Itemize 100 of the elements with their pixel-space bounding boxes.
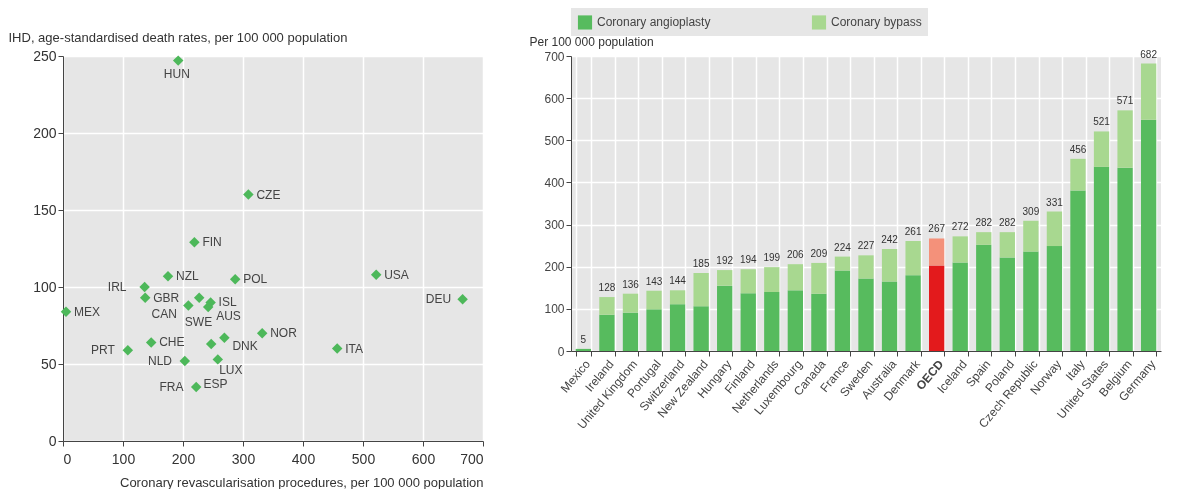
total-label: 267 [928,223,946,235]
point [243,189,254,200]
annotation: CHE [159,335,185,350]
bar [1046,246,1063,351]
bar [1140,63,1157,120]
bar [740,269,756,294]
point [60,306,72,317]
bar [881,249,898,282]
y-tick-label: 0 [48,432,57,449]
bar [858,255,874,279]
bar [787,290,803,351]
bar [599,314,615,351]
annotation: FIN [202,235,222,250]
bar [622,312,639,351]
bar [1070,190,1086,351]
y-tick-label: 300 [544,218,565,233]
point [189,237,200,248]
annotation: USA [384,267,409,282]
annotation: IRL [107,280,127,294]
bar [740,293,756,351]
annotation: NOR [270,326,298,341]
point [219,332,230,344]
bar [929,265,945,351]
bar [669,290,686,305]
total-label: 185 [692,258,710,270]
bar [669,304,686,351]
bar [952,236,968,263]
total-label: 682 [1140,48,1158,60]
annotation: ITA [345,341,363,356]
point [139,281,150,293]
bar [717,270,733,286]
total-label: 199 [763,252,781,264]
point [193,292,205,304]
x-tick-label: 0 [63,450,72,467]
total-label: 272 [951,221,969,233]
x-tick-label: 100 [111,450,136,467]
x-axis-title: Coronary revascularisation procedures, per 100 000 population [120,474,484,489]
point [229,274,241,285]
annotation: CZE [256,187,281,202]
point [139,292,151,304]
total-label: 282 [975,217,993,229]
bar [787,264,803,291]
x-tick-label: 600 [411,450,436,467]
bar [575,348,592,351]
total-label: 144 [669,275,687,287]
x-tick-label: 700 [460,450,484,467]
bar [646,290,662,310]
annotation: DEU [425,292,452,307]
total-label: 261 [904,226,922,238]
total-label: 571 [1116,95,1134,107]
bar [693,273,709,307]
total-label: 331 [1046,196,1064,208]
y-tick-label: 600 [544,91,565,106]
y-tick-label: 0 [557,344,565,359]
y-tick-label: 100 [544,302,565,317]
bar [1140,119,1157,351]
point [370,269,382,280]
bar [717,285,733,351]
y-tick-label: 500 [544,133,565,148]
x-tick-label: 400 [291,450,316,467]
total-label: 128 [598,282,616,294]
bar [1093,131,1110,167]
total-label: 209 [810,247,828,259]
point [331,343,343,354]
bar [1046,211,1063,247]
bar [622,293,639,313]
annotation: LUX [219,363,243,378]
annotation: GBR [153,290,180,305]
annotation: AUS [216,308,241,323]
annotation: ESP [203,376,228,391]
bar [811,293,827,351]
total-label: 143 [645,275,663,287]
annotation: SWE [184,315,213,330]
total-label: 282 [998,217,1017,229]
bar [1023,251,1039,351]
bar [834,256,851,271]
bar [999,232,1015,258]
annotation: POL [243,272,268,287]
bar [1093,166,1110,351]
bar [905,275,921,351]
total-label: 194 [739,254,758,266]
annotation: ISL [218,295,237,310]
bar [976,244,992,351]
annotation: DNK [232,339,258,354]
total-label: 206 [787,249,805,261]
total-label: 136 [622,278,640,290]
y-tick-label: 200 [33,124,57,141]
point [212,354,224,365]
y-tick-label: 700 [544,49,565,64]
y-tick-label: 100 [33,278,57,295]
bar [646,309,662,351]
total-label: 242 [881,234,899,246]
y-axis-title: Per 100 000 population [529,34,654,49]
y-tick-label: 150 [33,201,57,218]
bar [1023,220,1039,252]
bar [834,270,851,351]
point [172,55,184,66]
bar [881,281,898,351]
point [190,381,202,393]
bar [693,306,709,351]
